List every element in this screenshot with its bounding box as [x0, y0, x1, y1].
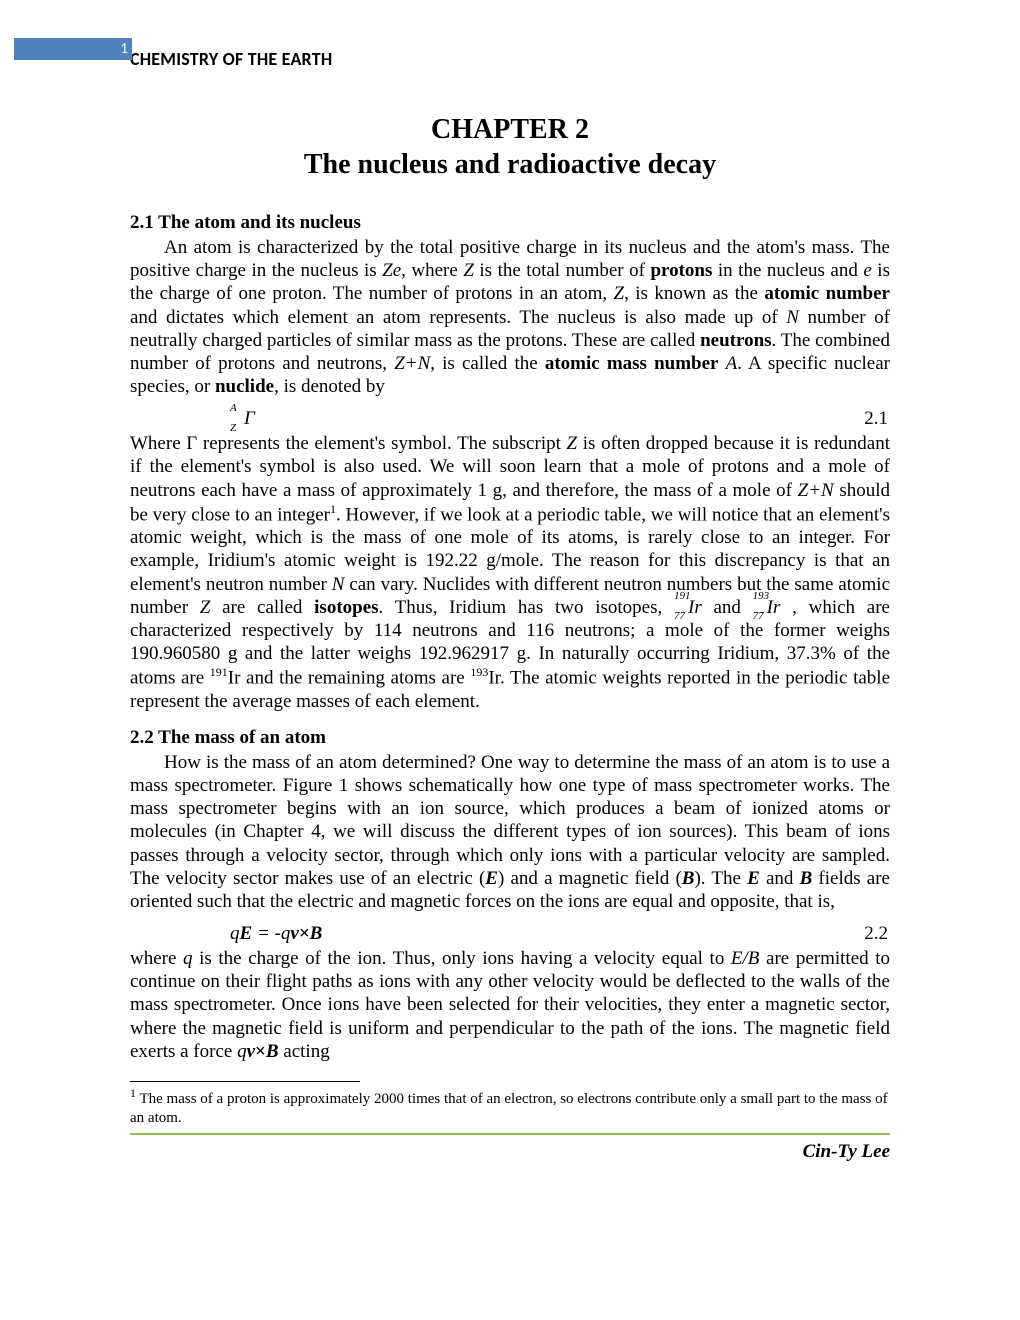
- text: and: [702, 597, 753, 618]
- var-Z: Z: [200, 597, 211, 618]
- text: ) and a magnetic field (: [498, 868, 682, 889]
- z-77: 77: [753, 610, 764, 623]
- term-atomic-mass-number: atomic mass number: [545, 353, 719, 374]
- var-B: B: [800, 868, 813, 889]
- footnote-1: 1 The mass of a proton is approximately …: [130, 1086, 890, 1128]
- var-v: v: [290, 923, 298, 944]
- equation-number: 2.2: [864, 923, 890, 945]
- var-E: E: [240, 923, 253, 944]
- var-E: E: [485, 868, 498, 889]
- text: , is called the: [430, 353, 545, 374]
- equation-2-1-expr: A Z Γ: [130, 408, 255, 430]
- var-Z: Z: [463, 260, 474, 281]
- text: and dictates which element an atom repre…: [130, 307, 786, 328]
- mass-193-sup: 193: [470, 665, 488, 679]
- footer-rule: [130, 1133, 890, 1135]
- text: and: [760, 868, 800, 889]
- var-q: q: [230, 923, 240, 944]
- var-q: q: [281, 923, 291, 944]
- var-B: B: [682, 868, 695, 889]
- text: , is denoted by: [274, 376, 385, 397]
- isotope-191-ir: 19177Ir: [674, 596, 702, 619]
- var-A: A: [726, 353, 738, 374]
- text: Ir and the remaining atoms are: [228, 668, 471, 689]
- term-neutrons: neutrons: [700, 330, 771, 351]
- eq-sign: = -: [252, 923, 281, 944]
- section-2-1: 2.1 The atom and its nucleus An atom is …: [130, 212, 890, 713]
- text: is the total number of: [474, 260, 651, 281]
- para-2-2-1: How is the mass of an atom determined? O…: [130, 751, 890, 913]
- term-atomic-number: atomic number: [764, 283, 890, 304]
- term-isotopes: isotopes: [314, 597, 378, 618]
- section-heading-2-1: 2.1 The atom and its nucleus: [130, 212, 890, 234]
- running-header: CHEMISTRY OF THE EARTH: [130, 48, 890, 70]
- text: , where: [401, 260, 463, 281]
- text: acting: [279, 1041, 330, 1062]
- equation-2-2-expr: qE = -qv×B: [130, 923, 322, 945]
- equation-2-1: A Z Γ 2.1: [130, 408, 890, 430]
- var-Ze: Ze: [382, 260, 401, 281]
- text: where: [130, 948, 183, 969]
- text: Where Γ represents the element's symbol.…: [130, 433, 567, 454]
- var-q: q: [183, 948, 193, 969]
- var-Z: Z: [614, 283, 625, 304]
- nuclide-symbol: A Z Γ: [230, 408, 255, 430]
- var-Z: Z: [567, 433, 578, 454]
- mass-191-sup: 191: [210, 665, 228, 679]
- page: 1 CHEMISTRY OF THE EARTH CHAPTER 2 The n…: [0, 0, 1020, 1320]
- term-nuclide: nuclide: [215, 376, 274, 397]
- equation-number: 2.1: [864, 408, 890, 430]
- text: are called: [210, 597, 314, 618]
- mass-number-A: A: [230, 402, 237, 414]
- mass-191: 191: [674, 590, 691, 603]
- equation-2-2: qE = -qv×B 2.2: [130, 923, 890, 945]
- para-2-2-2: where q is the charge of the ion. Thus, …: [130, 947, 890, 1063]
- text: . Thus, Iridium has two isotopes,: [379, 597, 674, 618]
- element-symbol: Γ: [244, 408, 255, 429]
- z-77: 77: [674, 610, 685, 623]
- var-ZN: Z+N: [798, 480, 834, 501]
- var-q: q: [237, 1041, 247, 1062]
- var-v: v: [247, 1041, 255, 1062]
- var-N: N: [332, 574, 345, 595]
- var-EB: E/B: [731, 948, 760, 969]
- var-N: N: [786, 307, 799, 328]
- var-e: e: [863, 260, 871, 281]
- term-protons: protons: [650, 260, 712, 281]
- footer-author: Cin-Ty Lee: [130, 1141, 890, 1163]
- footnote-separator: [130, 1081, 360, 1082]
- chapter-title: The nucleus and radioactive decay: [130, 147, 890, 182]
- var-E: E: [747, 868, 760, 889]
- chapter-number: CHAPTER 2: [130, 112, 890, 147]
- text: in the nucleus and: [712, 260, 863, 281]
- section-heading-2-2: 2.2 The mass of an atom: [130, 727, 890, 749]
- text: is the charge of the ion. Thus, only ion…: [193, 948, 731, 969]
- footnote-text: The mass of a proton is approximately 20…: [130, 1091, 888, 1126]
- page-number-badge: 1: [14, 38, 132, 60]
- mass-193: 193: [753, 590, 770, 603]
- atomic-number-Z: Z: [230, 422, 236, 434]
- para-2-1-1: An atom is characterized by the total po…: [130, 236, 890, 398]
- text: ). The: [694, 868, 747, 889]
- section-2-2: 2.2 The mass of an atom How is the mass …: [130, 727, 890, 1063]
- var-B: B: [266, 1041, 279, 1062]
- isotope-193-ir: 19377Ir: [753, 596, 781, 619]
- cross-op: ×: [299, 923, 310, 944]
- var-B: B: [310, 923, 323, 944]
- para-2-1-2: Where Γ represents the element's symbol.…: [130, 432, 890, 713]
- text: , is known as the: [624, 283, 764, 304]
- var-ZN: Z+N: [394, 353, 430, 374]
- cross-op: ×: [255, 1041, 266, 1062]
